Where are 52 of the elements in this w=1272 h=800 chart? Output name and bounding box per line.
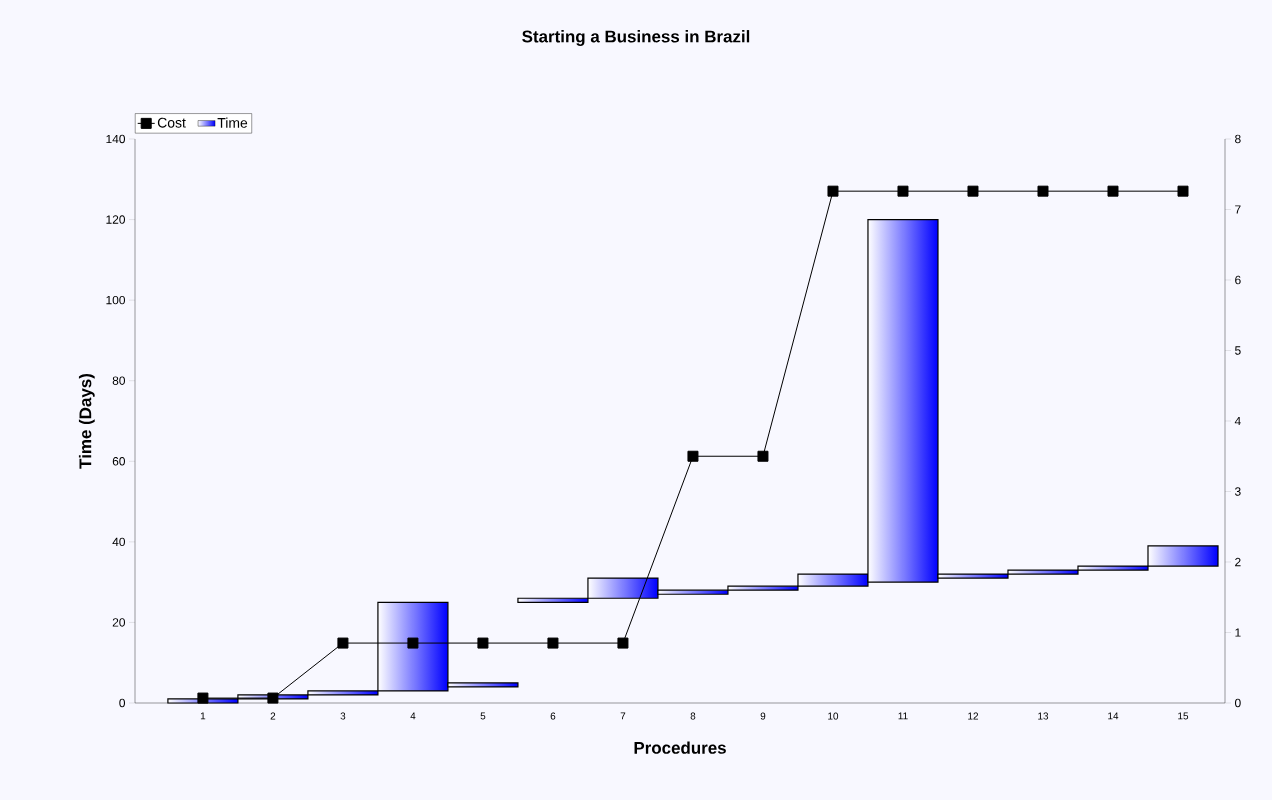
point xyxy=(617,637,629,649)
x-tick-label: 9 xyxy=(760,712,766,720)
y-axis-title: Time (Days) xyxy=(78,374,95,469)
point xyxy=(687,450,699,462)
y-tick-label: 100 xyxy=(106,295,126,305)
y2-tick-label: 0 xyxy=(1234,698,1241,708)
y-tick-label: 120 xyxy=(106,215,126,224)
point xyxy=(967,185,979,197)
point xyxy=(1177,185,1189,197)
point xyxy=(337,637,349,649)
point xyxy=(547,637,559,649)
y-tick-label: 0 xyxy=(119,698,126,708)
x-tick-label: 6 xyxy=(550,712,556,720)
point xyxy=(267,692,279,704)
point xyxy=(1107,185,1119,197)
y2-tick-label: 3 xyxy=(1234,487,1241,496)
point xyxy=(1037,185,1049,197)
y2-tick-label: 7 xyxy=(1235,205,1241,214)
y2-tick-label: 5 xyxy=(1235,346,1241,355)
chart-title: Starting a Business in Brazil xyxy=(522,30,750,46)
point xyxy=(197,692,209,704)
x-tick-label: 15 xyxy=(1178,712,1189,720)
point xyxy=(827,185,839,197)
x-tick-label: 8 xyxy=(690,712,696,720)
y-tick-label: 20 xyxy=(112,618,126,627)
x-tick-label: 14 xyxy=(1108,712,1119,720)
x-tick-label: 1 xyxy=(200,712,206,720)
x-tick-label: 10 xyxy=(828,712,839,720)
x-tick-label: 12 xyxy=(968,712,979,720)
y-tick-label: 60 xyxy=(112,457,126,466)
x-tick-label: 4 xyxy=(410,712,416,720)
x-axis-title: Procedures xyxy=(634,741,726,754)
y2-tick-label: 4 xyxy=(1234,416,1241,426)
point xyxy=(477,637,489,649)
y-tick-label: 40 xyxy=(112,537,126,547)
x-tick-label: 7 xyxy=(620,712,626,720)
x-tick-label: 5 xyxy=(480,712,486,720)
y-tick-label: 80 xyxy=(112,376,126,385)
point xyxy=(407,637,419,649)
point xyxy=(757,450,769,462)
y2-tick-label: 2 xyxy=(1235,557,1241,567)
x-tick-label: 11 xyxy=(898,712,908,720)
legend-label: Time xyxy=(217,117,248,128)
y-tick-label: 140 xyxy=(106,134,126,144)
point xyxy=(897,185,909,197)
x-tick-label: 2 xyxy=(270,712,276,720)
y2-tick-label: 6 xyxy=(1235,275,1241,285)
legend-label: Cost xyxy=(157,117,186,128)
x-tick-label: 13 xyxy=(1038,712,1049,720)
y2-tick-label: 8 xyxy=(1235,134,1241,144)
y2-tick-label: 1 xyxy=(1235,628,1241,637)
x-tick-label: 3 xyxy=(340,712,346,720)
